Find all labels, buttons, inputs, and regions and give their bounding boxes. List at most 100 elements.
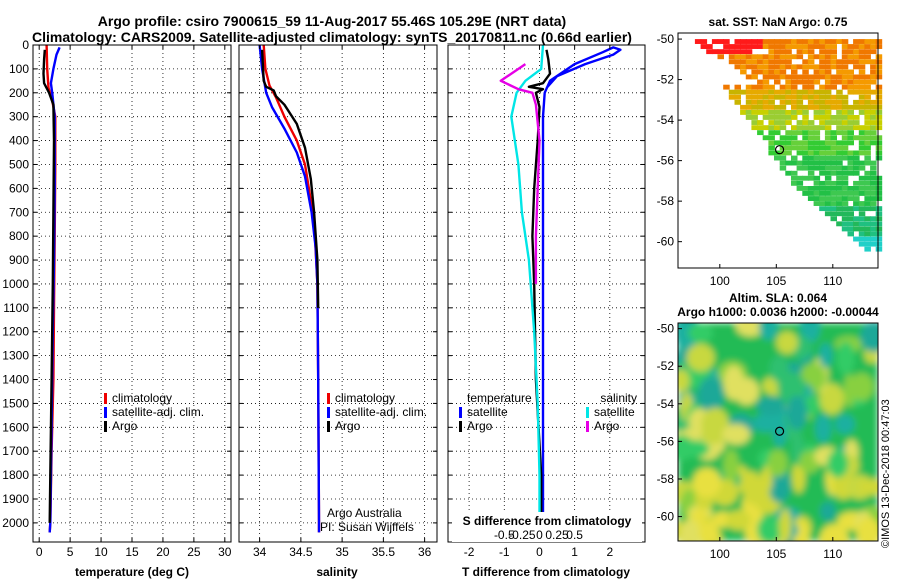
sst-cell <box>870 39 877 44</box>
sst-cell <box>802 165 809 171</box>
sst-cell <box>841 196 849 201</box>
sst-cell <box>841 226 849 232</box>
sst-cell <box>813 125 821 131</box>
sst-cell <box>847 125 854 131</box>
sst-cell <box>824 54 832 60</box>
sst-cell <box>779 99 787 105</box>
sst-cell <box>728 44 736 49</box>
sst-cell <box>785 49 792 55</box>
sst-cell <box>779 49 787 55</box>
sst-cell <box>858 99 866 105</box>
sla-blob <box>849 373 874 401</box>
sst-cell <box>734 54 741 60</box>
sst-cell <box>751 99 758 105</box>
sst-cell <box>774 155 781 161</box>
sst-cell <box>740 110 747 115</box>
sst-cell <box>841 84 849 90</box>
sst-cell <box>841 115 849 120</box>
sst-cell <box>875 64 883 70</box>
sst-cell <box>853 49 860 55</box>
sst-cell <box>841 135 849 141</box>
sst-cell <box>858 165 866 171</box>
sst-cell <box>824 84 832 90</box>
sst-cell <box>774 94 781 100</box>
sst-cell <box>870 201 877 206</box>
sst-cell <box>841 99 849 105</box>
legend-label: satellite-adj. clim. <box>335 405 427 419</box>
sst-cell <box>836 206 843 212</box>
sst-cell <box>813 44 821 49</box>
sst-cell <box>819 64 826 70</box>
sst-cell <box>791 54 798 60</box>
sst-cell <box>819 69 826 75</box>
sst-cell <box>847 226 854 232</box>
sst-cell <box>875 99 883 105</box>
y-tick-label: 1700 <box>2 444 29 458</box>
sst-cell <box>819 201 826 206</box>
sst-cell <box>779 39 787 44</box>
y-tick-label: 0 <box>22 38 29 52</box>
sst-cell <box>757 69 764 75</box>
sla-blob <box>701 407 730 442</box>
difference-x-axis-label: T difference from climatology <box>462 565 630 579</box>
legend-label: Argo <box>594 419 620 433</box>
sst-cell <box>745 104 753 110</box>
sst-cell <box>757 44 764 49</box>
sst-cell <box>796 165 804 171</box>
sst-cell <box>853 191 860 196</box>
sst-cell <box>768 44 775 49</box>
sst-cell <box>864 246 871 252</box>
sst-cell <box>864 196 871 201</box>
sst-cell <box>785 130 792 136</box>
sst-cell <box>841 175 849 181</box>
y-tick-label: 900 <box>9 253 29 267</box>
sst-cell <box>813 69 821 75</box>
sst-cell <box>807 160 815 166</box>
sst-cell <box>853 216 860 222</box>
sst-cell <box>819 191 826 196</box>
sst-cell <box>779 160 787 166</box>
x-tick-label: 20 <box>156 545 170 559</box>
sst-cell <box>847 186 854 191</box>
sst-cell <box>791 160 798 166</box>
sst-cell <box>847 191 854 196</box>
sla-blob <box>756 396 786 416</box>
sst-cell <box>836 64 843 70</box>
sst-cell <box>779 54 787 60</box>
sst-cell <box>774 39 781 44</box>
map-x-tick-label: 100 <box>710 274 730 288</box>
sst-cell <box>870 59 877 65</box>
sst-cell <box>819 44 826 49</box>
sst-cell <box>813 186 821 191</box>
sst-cell <box>813 160 821 166</box>
sst-cell <box>853 170 860 176</box>
sst-cell <box>847 206 854 212</box>
sst-cell <box>762 89 770 95</box>
y-tick-label: 1800 <box>2 468 29 482</box>
sst-cell <box>791 130 798 136</box>
sla-blob <box>722 424 751 445</box>
sst-cell <box>824 110 832 115</box>
sst-cell <box>768 54 775 60</box>
sst-cell <box>824 140 832 146</box>
sst-cell <box>819 145 826 151</box>
sst-cell <box>870 125 877 131</box>
sst-cell <box>791 99 798 105</box>
sst-cell <box>841 201 849 206</box>
sst-cell <box>870 120 877 125</box>
sst-cell <box>779 59 787 65</box>
sst-cell <box>830 196 837 201</box>
sst-cell <box>875 155 883 161</box>
sst-cell <box>762 84 770 90</box>
sst-cell <box>858 206 866 212</box>
sst-cell <box>745 110 753 115</box>
sst-cell <box>836 110 843 115</box>
sst-cell <box>819 94 826 100</box>
sst-cell <box>791 89 798 95</box>
sst-cell <box>858 69 866 75</box>
sst-cell <box>847 84 854 90</box>
sst-cell <box>757 89 764 95</box>
sst-cell <box>841 216 849 222</box>
sst-cell <box>728 49 736 55</box>
